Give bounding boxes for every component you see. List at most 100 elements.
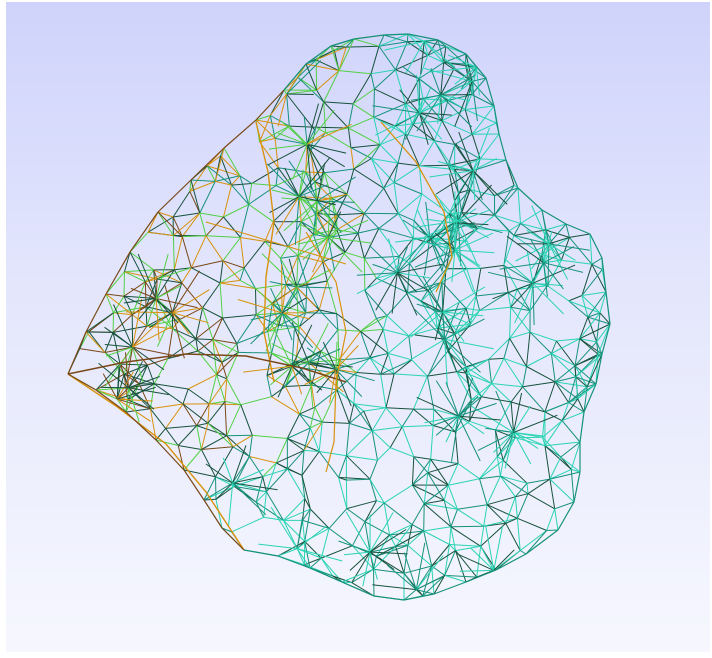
mesh-edge bbox=[454, 158, 481, 170]
mesh-edge bbox=[378, 227, 414, 239]
mesh-edge bbox=[271, 343, 309, 363]
wireframe-mesh[interactable] bbox=[6, 2, 710, 652]
mesh-edge bbox=[123, 295, 157, 299]
mesh-edge bbox=[338, 477, 348, 509]
mesh-edge bbox=[471, 105, 495, 135]
mesh-edge bbox=[296, 255, 299, 288]
mesh-edge bbox=[407, 524, 413, 546]
silhouette-edge bbox=[601, 257, 607, 293]
mesh-edge bbox=[205, 235, 241, 238]
mesh-edge bbox=[510, 386, 523, 403]
mesh-edge bbox=[561, 259, 592, 265]
mesh-edge bbox=[376, 544, 408, 557]
mesh-edge bbox=[269, 196, 300, 214]
mesh-edge bbox=[298, 196, 332, 220]
mesh-edge bbox=[283, 89, 288, 95]
mesh-edge bbox=[145, 269, 175, 283]
mesh-edge bbox=[222, 317, 238, 344]
mesh-edge bbox=[215, 482, 234, 500]
mesh-edge bbox=[417, 209, 431, 238]
mesh-edge bbox=[579, 338, 603, 355]
mesh-edge bbox=[371, 158, 399, 164]
mesh-edge bbox=[297, 76, 325, 103]
mesh-edge bbox=[444, 338, 481, 373]
mesh-edge bbox=[298, 157, 330, 197]
mesh-edge bbox=[599, 291, 607, 314]
mesh-edge bbox=[173, 236, 183, 270]
mesh-edge bbox=[189, 191, 201, 214]
mesh-edge bbox=[456, 553, 495, 571]
mesh-edge bbox=[529, 331, 557, 342]
mesh-edge bbox=[310, 421, 323, 429]
mesh-edge bbox=[264, 221, 274, 242]
mesh-edge bbox=[397, 162, 420, 167]
mesh-edge bbox=[404, 338, 446, 364]
mesh-edge bbox=[243, 365, 293, 373]
mesh-edge bbox=[348, 127, 381, 146]
mesh-edge bbox=[520, 209, 543, 224]
mesh-edge bbox=[388, 238, 398, 273]
mesh-edge bbox=[508, 230, 515, 236]
mesh-edge bbox=[305, 309, 320, 314]
mesh-edge bbox=[301, 450, 305, 476]
mesh-edge bbox=[174, 267, 192, 271]
mesh-edge bbox=[418, 78, 424, 99]
mesh-edge bbox=[195, 338, 199, 352]
mesh-edge bbox=[443, 485, 449, 501]
mesh-edge bbox=[415, 555, 444, 590]
mesh-edge bbox=[373, 117, 381, 145]
mesh-edge bbox=[444, 338, 494, 350]
mesh-edge bbox=[128, 364, 148, 389]
mesh-edge bbox=[265, 462, 277, 492]
silhouette-edge bbox=[223, 119, 257, 149]
mesh-edge bbox=[262, 468, 288, 478]
mesh-edge bbox=[291, 365, 323, 391]
mesh-edge bbox=[138, 298, 157, 320]
mesh-edge bbox=[277, 132, 308, 145]
mesh-edge bbox=[259, 141, 279, 169]
mesh-edge bbox=[302, 508, 311, 521]
mesh-edge bbox=[479, 306, 511, 311]
silhouette-edge bbox=[485, 77, 495, 107]
mesh-edge bbox=[280, 362, 309, 391]
mesh-edge bbox=[544, 441, 581, 447]
mesh-edge bbox=[433, 408, 459, 417]
silhouette-edge bbox=[305, 45, 332, 65]
mesh-edge bbox=[444, 300, 461, 340]
mesh-edge bbox=[383, 328, 409, 337]
silhouette-edge bbox=[85, 293, 107, 333]
mesh-edge bbox=[570, 441, 581, 470]
mesh-edge bbox=[405, 133, 435, 142]
mesh-edge bbox=[397, 272, 429, 291]
mesh-edge bbox=[471, 66, 477, 82]
silhouette-edge bbox=[129, 211, 159, 253]
mesh-edge bbox=[197, 350, 223, 363]
mesh-edge bbox=[128, 387, 169, 396]
mesh-edge bbox=[105, 271, 125, 295]
mesh-edge bbox=[532, 283, 535, 326]
mesh-edge bbox=[510, 306, 531, 333]
mesh-edge bbox=[221, 351, 239, 363]
mesh-edge bbox=[251, 183, 277, 187]
mesh-edge bbox=[266, 468, 288, 493]
3d-viewport-canvas[interactable] bbox=[6, 2, 710, 652]
mesh-edge bbox=[472, 127, 491, 171]
mesh-edge bbox=[249, 456, 277, 464]
mesh-edge bbox=[454, 308, 467, 334]
mesh-edge bbox=[338, 357, 370, 361]
mesh-edge bbox=[228, 482, 234, 527]
mesh-edge bbox=[147, 358, 169, 366]
mesh-edge bbox=[427, 39, 439, 56]
mesh-edge bbox=[243, 241, 266, 269]
mesh-edge bbox=[586, 353, 603, 388]
mesh-edge bbox=[336, 229, 359, 234]
mesh-edge bbox=[240, 396, 272, 406]
mesh-edge bbox=[435, 170, 474, 195]
mesh-edge bbox=[450, 526, 481, 547]
mesh-edge bbox=[129, 251, 155, 271]
mesh-edge bbox=[155, 298, 179, 324]
mesh-edge bbox=[335, 369, 363, 397]
mesh-edge bbox=[591, 263, 603, 270]
mesh-edge bbox=[479, 133, 500, 160]
mesh-edge bbox=[440, 62, 445, 96]
